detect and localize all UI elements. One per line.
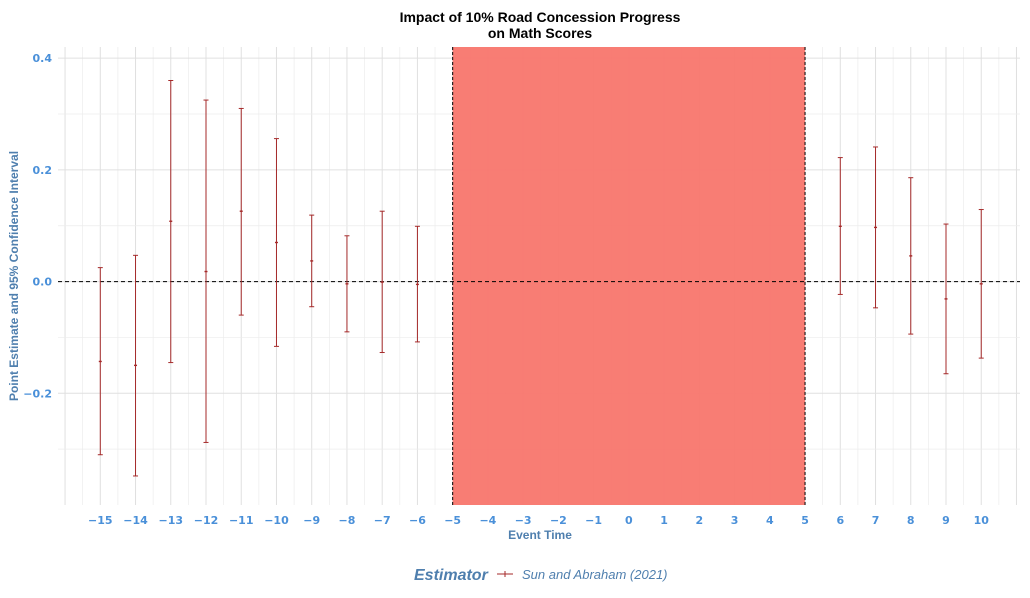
error-bar (309, 214, 315, 308)
error-bar (203, 99, 209, 443)
y-axis-title: Point Estimate and 95% Confidence Interv… (7, 151, 21, 401)
chart-subtitle: on Math Scores (488, 25, 592, 41)
x-tick-label: 0 (625, 514, 633, 527)
reference-lines (58, 47, 1020, 505)
y-tick-label: 0.2 (33, 164, 53, 177)
y-axis-ticks: −0.2 0.0 0.2 0.4 (23, 52, 52, 400)
error-bar (133, 254, 139, 477)
error-bar (168, 80, 174, 364)
x-axis-ticks: −15 −14 −13 −12 −11 −10 −9 −8 −7 −6 −5 −4 −3 −2 −1 0 1 2 3… (88, 514, 989, 527)
x-tick-label: −4 (479, 514, 496, 527)
x-tick-label: −12 (194, 514, 219, 527)
x-tick-label: 5 (801, 514, 809, 527)
x-tick-label: −3 (515, 514, 532, 527)
x-tick-label: −7 (374, 514, 391, 527)
x-tick-label: −8 (339, 514, 356, 527)
x-tick-label: −10 (264, 514, 289, 527)
legend-title: Estimator (414, 567, 489, 584)
error-bar (379, 210, 385, 354)
x-tick-label: −13 (158, 514, 183, 527)
x-tick-label: 8 (907, 514, 915, 527)
chart-title: Impact of 10% Road Concession Progress (400, 9, 681, 25)
error-bar (414, 225, 420, 343)
x-tick-label: −11 (229, 514, 254, 527)
error-bar (873, 146, 879, 309)
x-tick-label: 2 (696, 514, 704, 527)
y-tick-label: −0.2 (23, 387, 52, 400)
x-tick-label: −5 (444, 514, 461, 527)
legend: Estimator Sun and Abraham (2021) (414, 567, 668, 584)
shaded-region (452, 47, 806, 505)
y-tick-label: 0.0 (33, 276, 53, 289)
error-bar (273, 138, 279, 347)
legend-label: Sun and Abraham (2021) (522, 567, 668, 582)
x-tick-label: −14 (123, 514, 148, 527)
x-tick-label: −1 (585, 514, 602, 527)
error-bar (97, 267, 103, 456)
error-bar (943, 223, 949, 375)
x-axis-title: Event Time (508, 528, 572, 542)
error-bar (238, 107, 244, 316)
x-tick-label: 10 (974, 514, 990, 527)
legend-key-icon (497, 571, 513, 577)
x-tick-label: 3 (731, 514, 739, 527)
x-tick-label: −15 (88, 514, 113, 527)
x-tick-label: 9 (942, 514, 950, 527)
x-tick-label: 7 (872, 514, 880, 527)
x-tick-label: −6 (409, 514, 426, 527)
error-bar-series (97, 80, 984, 477)
error-bar (344, 235, 350, 333)
x-tick-label: 1 (660, 514, 668, 527)
error-bar (978, 209, 984, 359)
error-bar (837, 157, 843, 295)
error-bar (908, 177, 914, 335)
x-tick-label: 6 (836, 514, 844, 527)
x-tick-label: −9 (303, 514, 320, 527)
shaded-region-group (452, 47, 806, 505)
x-tick-label: 4 (766, 514, 774, 527)
y-tick-label: 0.4 (33, 52, 53, 65)
x-tick-label: −2 (550, 514, 567, 527)
